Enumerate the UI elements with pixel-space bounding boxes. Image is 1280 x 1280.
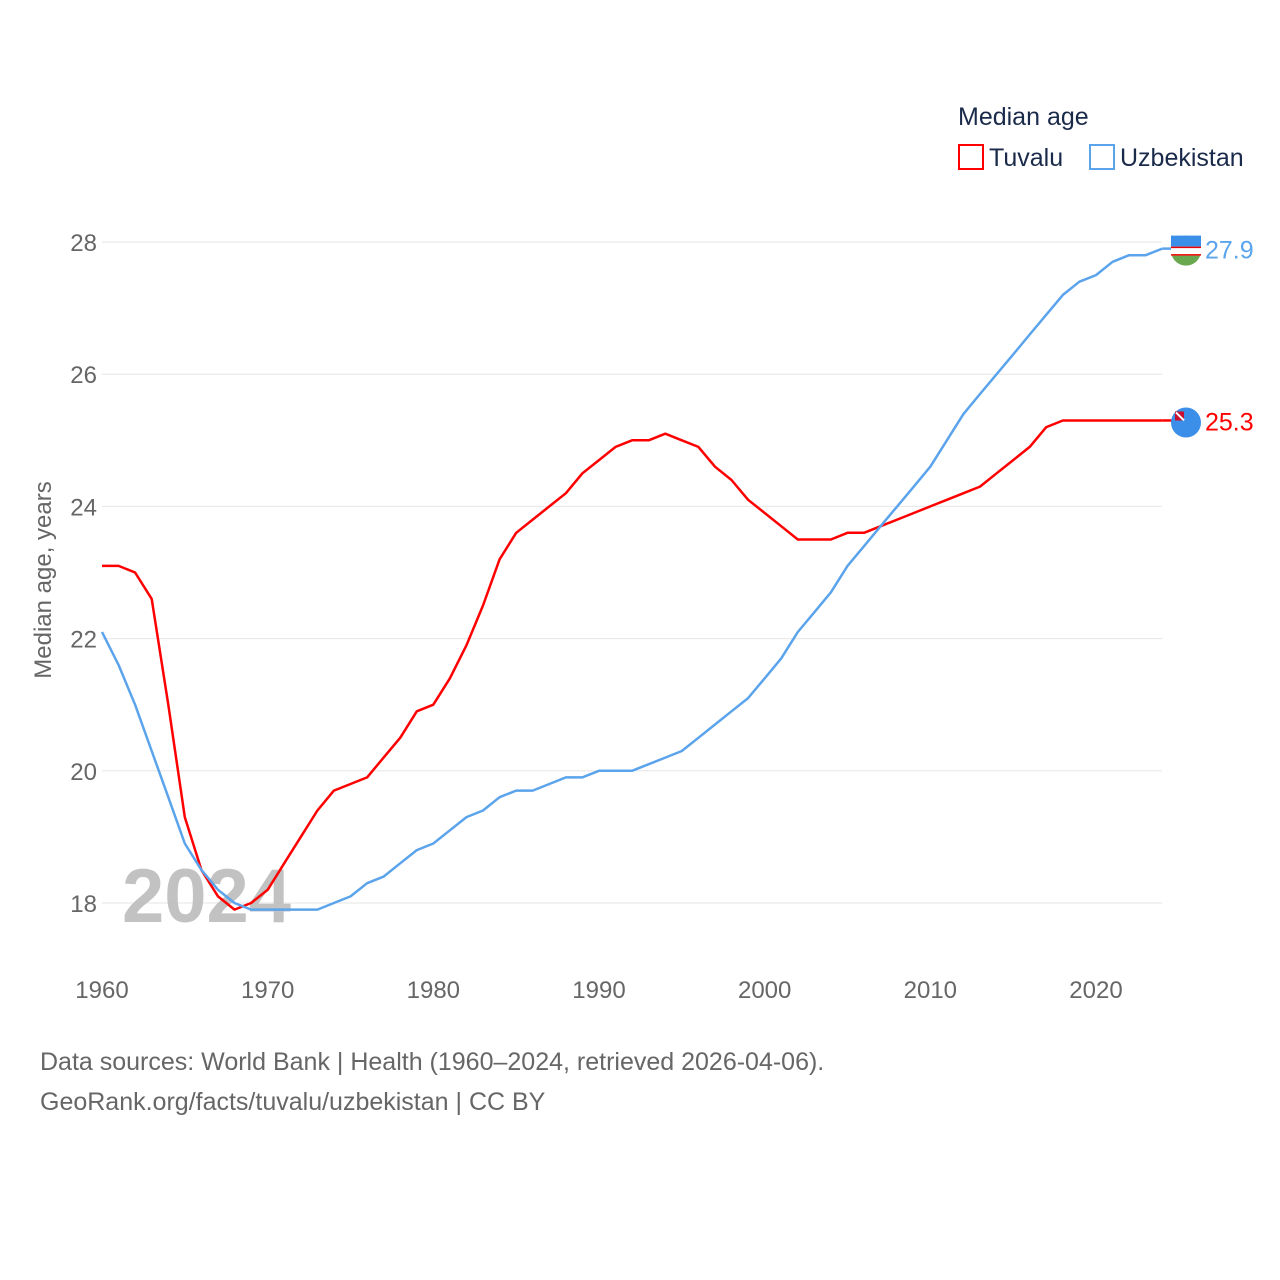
flag-stripe xyxy=(1171,254,1201,256)
series-line-tuvalu xyxy=(102,419,1163,911)
x-tick-label: 1970 xyxy=(241,977,294,1004)
x-tick-label: 1990 xyxy=(572,977,625,1004)
data-source-text: Data sources: World Bank | Health (1960–… xyxy=(40,1048,825,1076)
y-axis-label: Median age, years xyxy=(30,481,57,678)
legend-label-uzbekistan: Uzbekistan xyxy=(1120,144,1244,172)
flag-stripe xyxy=(1171,246,1201,256)
legend-swatch-uzbekistan xyxy=(1089,144,1115,170)
flag-stripe xyxy=(1171,235,1201,247)
y-tick-label: 22 xyxy=(70,627,97,654)
y-tick-label: 20 xyxy=(70,759,97,786)
flag-stripe xyxy=(1171,246,1201,249)
y-tick-label: 18 xyxy=(70,891,97,918)
end-value-label: 27.9 xyxy=(1205,237,1254,265)
x-tick-label: 2010 xyxy=(904,977,957,1004)
end-value-label: 25.3 xyxy=(1205,408,1254,436)
y-tick-label: 24 xyxy=(70,494,97,521)
x-tick-label: 1960 xyxy=(75,977,128,1004)
legend-title: Median age xyxy=(958,103,1089,131)
y-tick-label: 28 xyxy=(70,230,97,257)
x-tick-label: 2000 xyxy=(738,977,791,1004)
footer: Data sources: World Bank | Health (1960–… xyxy=(40,1042,824,1122)
legend-swatch-tuvalu xyxy=(958,144,984,170)
year-watermark: 2024 xyxy=(122,854,291,939)
legend-label-tuvalu: Tuvalu xyxy=(989,144,1063,172)
attribution-link[interactable]: GeoRank.org/facts/tuvalu/uzbekistan | CC… xyxy=(40,1088,546,1116)
y-tick-label: 26 xyxy=(70,362,97,389)
series-line-uzbekistan xyxy=(100,247,1163,911)
x-tick-label: 2020 xyxy=(1069,977,1122,1004)
x-tick-label: 1980 xyxy=(407,977,460,1004)
flag-canton-cross xyxy=(1175,411,1185,422)
